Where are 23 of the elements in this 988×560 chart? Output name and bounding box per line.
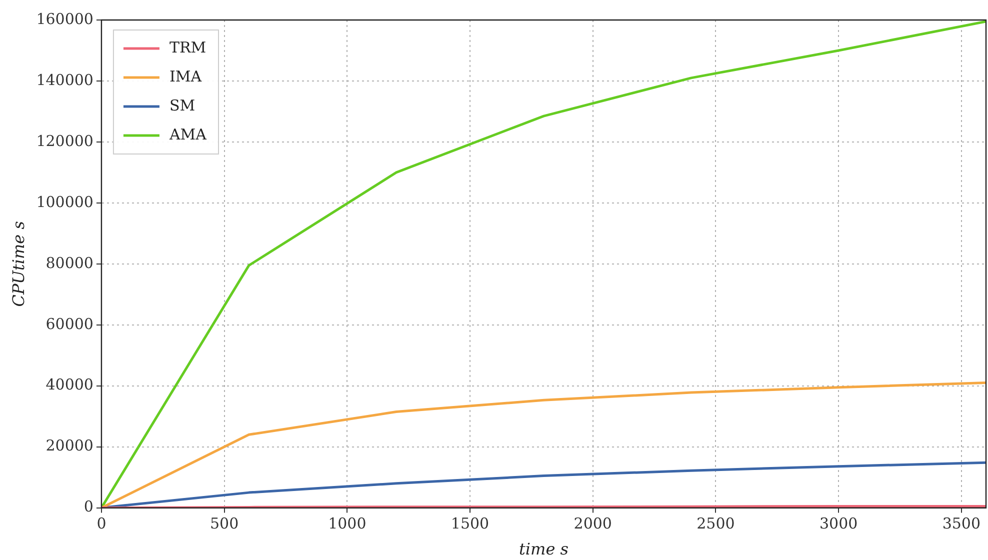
x-tick-label: 2500 bbox=[696, 514, 735, 533]
x-tick-label: 1000 bbox=[328, 514, 366, 533]
y-axis-title: CPUtime s bbox=[8, 221, 28, 307]
x-tick-label: 2000 bbox=[574, 514, 612, 533]
x-tick-label: 0 bbox=[96, 514, 106, 533]
y-tick-label: 60000 bbox=[46, 314, 94, 333]
legend-label: AMA bbox=[168, 125, 207, 144]
x-tick-label: 3000 bbox=[819, 514, 858, 533]
legend-label: TRM bbox=[169, 38, 206, 56]
x-tick-label: 3500 bbox=[942, 514, 981, 533]
x-tick-label: 1500 bbox=[450, 514, 490, 533]
y-tick-label: 40000 bbox=[46, 376, 94, 394]
y-tick-label: 120000 bbox=[36, 132, 94, 150]
y-tick-label: 140000 bbox=[36, 70, 94, 89]
x-axis-title: time s bbox=[518, 540, 568, 559]
y-tick-label: 100000 bbox=[36, 192, 94, 211]
x-tick-label: 500 bbox=[210, 514, 239, 533]
y-tick-label: 20000 bbox=[46, 436, 94, 455]
y-tick-label: 0 bbox=[84, 498, 94, 516]
y-tick-label: 160000 bbox=[36, 10, 94, 28]
legend-label: SM bbox=[169, 96, 196, 114]
y-tick-label: 80000 bbox=[46, 254, 94, 272]
legend-label: IMA bbox=[169, 67, 202, 86]
